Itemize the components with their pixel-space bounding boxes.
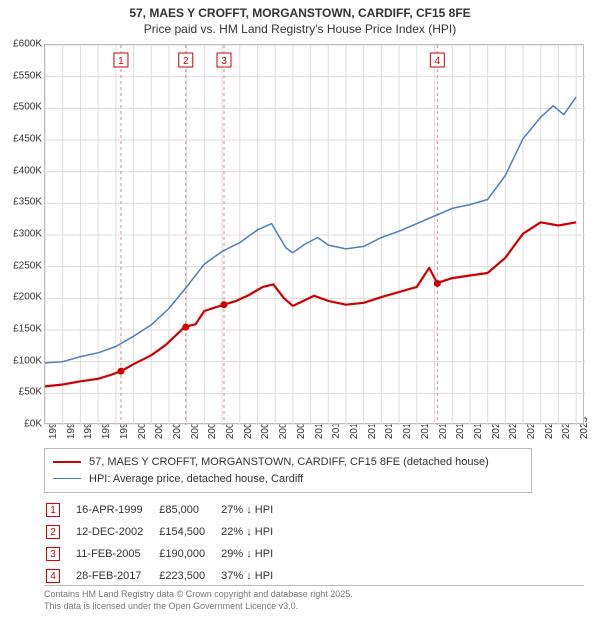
sale-row: 1 16-APR-1999£85,00027% ↓ HPI [46, 500, 287, 520]
sale-delta: 29% ↓ HPI [221, 544, 287, 564]
ytick-label: £500K [2, 102, 42, 113]
sale-price: £154,500 [159, 522, 219, 542]
legend-label-property: 57, MAES Y CROFFT, MORGANSTOWN, CARDIFF,… [89, 454, 489, 471]
sale-row: 2 12-DEC-2002£154,50022% ↓ HPI [46, 522, 287, 542]
sale-delta: 37% ↓ HPI [221, 566, 287, 586]
sale-date: 16-APR-1999 [76, 500, 157, 520]
ytick-label: £0K [2, 419, 42, 430]
figure-container: 57, MAES Y CROFFT, MORGANSTOWN, CARDIFF,… [0, 0, 600, 620]
chart-area: 1 2 3 4 [44, 44, 584, 424]
legend-line-hpi [53, 478, 81, 479]
legend-label-hpi: HPI: Average price, detached house, Card… [89, 471, 303, 488]
legend-line-property [53, 461, 81, 463]
ytick-label: £400K [2, 165, 42, 176]
sale-date: 28-FEB-2017 [76, 566, 157, 586]
ytick-label: £300K [2, 229, 42, 240]
title-line2: Price paid vs. HM Land Registry's House … [0, 22, 600, 38]
legend-row-hpi: HPI: Average price, detached house, Card… [53, 471, 523, 488]
title-line1: 57, MAES Y CROFFT, MORGANSTOWN, CARDIFF,… [0, 6, 600, 22]
svg-text:2: 2 [183, 56, 189, 67]
sale-delta: 22% ↓ HPI [221, 522, 287, 542]
sale-price: £223,500 [159, 566, 219, 586]
ytick-label: £50K [2, 387, 42, 398]
sale-price: £85,000 [159, 500, 219, 520]
svg-text:4: 4 [435, 56, 441, 67]
ytick-label: £150K [2, 324, 42, 335]
sale-row: 3 11-FEB-2005£190,00029% ↓ HPI [46, 544, 287, 564]
ytick-label: £350K [2, 197, 42, 208]
sale-marker: 4 [46, 569, 60, 583]
ytick-label: £550K [2, 70, 42, 81]
ytick-label: £100K [2, 355, 42, 366]
ytick-label: £600K [2, 39, 42, 50]
sale-marker: 3 [46, 547, 60, 561]
svg-text:3: 3 [221, 56, 227, 67]
title-block: 57, MAES Y CROFFT, MORGANSTOWN, CARDIFF,… [0, 0, 600, 37]
sale-table: 1 16-APR-1999£85,00027% ↓ HPI 2 12-DEC-2002… [44, 498, 289, 588]
sale-date: 12-DEC-2002 [76, 522, 157, 542]
sale-delta: 27% ↓ HPI [221, 500, 287, 520]
footer-line1: Contains HM Land Registry data © Crown c… [44, 589, 584, 601]
footer: Contains HM Land Registry data © Crown c… [44, 585, 584, 612]
ytick-label: £450K [2, 134, 42, 145]
ytick-label: £200K [2, 292, 42, 303]
sale-marker: 1 [46, 503, 60, 517]
legend-row-property: 57, MAES Y CROFFT, MORGANSTOWN, CARDIFF,… [53, 454, 523, 471]
sale-price: £190,000 [159, 544, 219, 564]
svg-text:1: 1 [118, 56, 124, 67]
legend-box: 57, MAES Y CROFFT, MORGANSTOWN, CARDIFF,… [44, 448, 532, 493]
sale-date: 11-FEB-2005 [76, 544, 157, 564]
sale-row: 4 28-FEB-2017£223,50037% ↓ HPI [46, 566, 287, 586]
sale-marker: 2 [46, 525, 60, 539]
ytick-label: £250K [2, 260, 42, 271]
chart-svg: 1 2 3 4 [45, 45, 585, 425]
footer-line2: This data is licensed under the Open Gov… [44, 601, 584, 613]
